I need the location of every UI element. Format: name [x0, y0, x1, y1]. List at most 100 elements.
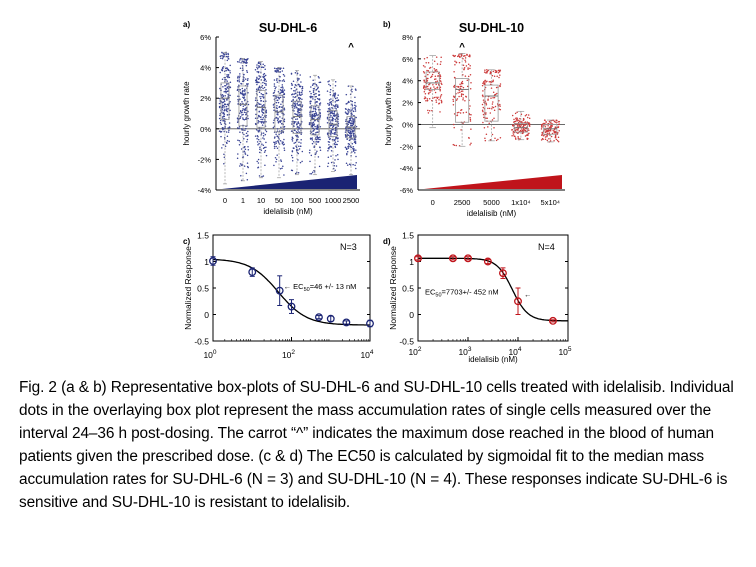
data-dot — [350, 129, 352, 131]
data-dot — [293, 107, 296, 109]
ec50-arrow: ← — [524, 290, 532, 299]
data-dot — [239, 88, 242, 91]
caret-marker: ^ — [348, 42, 354, 53]
data-dot — [263, 138, 265, 140]
data-dot — [556, 121, 558, 124]
data-dot — [526, 116, 529, 119]
data-dot — [301, 160, 303, 163]
data-dot — [353, 136, 355, 138]
data-dot — [262, 97, 265, 99]
data-dot — [222, 55, 224, 57]
data-dot — [483, 127, 486, 129]
data-dot — [309, 90, 311, 93]
ec50-prefix: EC — [293, 282, 304, 291]
data-dot — [422, 86, 425, 89]
data-dot — [355, 161, 357, 164]
data-dot — [499, 69, 502, 71]
x-tick-label: 2500 — [454, 198, 471, 207]
data-dot — [273, 145, 276, 147]
data-dot — [238, 79, 240, 81]
data-dot — [244, 98, 246, 101]
data-dot — [351, 103, 353, 105]
data-dot — [351, 131, 353, 133]
y-tick-label: 0.5 — [402, 284, 414, 294]
data-dot — [460, 95, 463, 98]
data-dot — [275, 101, 278, 104]
data-dot — [329, 145, 332, 148]
data-dot — [355, 116, 357, 119]
data-dot — [241, 60, 243, 62]
data-dot — [456, 114, 458, 117]
data-dot — [434, 69, 437, 71]
data-dot — [499, 105, 501, 107]
data-dot — [319, 116, 321, 118]
data-dot — [223, 100, 226, 102]
data-dot — [423, 72, 426, 74]
y-axis-label: Normalized Response — [388, 246, 398, 330]
data-dot — [347, 131, 350, 134]
data-dot — [333, 143, 336, 145]
data-dot — [541, 132, 544, 134]
data-dot — [512, 130, 515, 133]
data-dot — [486, 117, 488, 120]
data-dot — [312, 90, 315, 92]
data-dot — [299, 123, 301, 125]
data-dot — [308, 152, 311, 154]
data-dot — [328, 138, 331, 141]
data-dot — [431, 99, 433, 102]
data-dot — [279, 116, 281, 118]
data-dot — [315, 141, 317, 143]
data-dot — [255, 123, 257, 126]
data-dot — [221, 66, 224, 69]
x-tick-label: 0 — [223, 196, 227, 205]
data-dot — [558, 120, 561, 123]
data-dot — [273, 67, 276, 69]
data-dot — [314, 114, 317, 117]
data-dot — [310, 92, 312, 95]
data-dot — [513, 135, 516, 137]
data-dot — [546, 139, 549, 142]
data-point — [275, 286, 284, 295]
data-dot — [265, 109, 268, 111]
data-dot — [312, 110, 314, 113]
data-dot — [426, 99, 429, 102]
data-dot — [239, 91, 242, 94]
data-dot — [247, 117, 249, 120]
data-dot — [219, 121, 222, 124]
data-dot — [344, 131, 347, 133]
dose-wedge — [222, 175, 357, 189]
data-dot — [281, 89, 284, 91]
data-dot — [528, 129, 530, 132]
data-dot — [435, 83, 437, 86]
data-dot — [553, 130, 555, 133]
data-dot — [423, 58, 426, 60]
data-dot — [512, 132, 514, 134]
data-dot — [258, 65, 261, 68]
y-tick-label: 1 — [409, 257, 414, 267]
data-dot — [222, 105, 225, 107]
data-dot — [301, 150, 304, 153]
data-dot — [298, 127, 300, 129]
data-dot — [440, 101, 443, 104]
data-dot — [429, 83, 431, 85]
data-dot — [459, 83, 461, 86]
data-dot — [298, 91, 301, 94]
x-tick-label: 2500 — [343, 196, 360, 205]
data-dot — [499, 103, 501, 106]
data-dot — [243, 150, 246, 152]
data-dot — [243, 111, 246, 114]
data-dot — [226, 110, 228, 113]
data-dot — [221, 57, 224, 60]
data-dot — [276, 105, 278, 107]
data-dot — [528, 117, 531, 119]
data-dot — [550, 135, 553, 138]
data-dot — [352, 132, 355, 134]
data-dot — [221, 102, 224, 104]
data-dot — [221, 127, 224, 129]
data-dot — [466, 85, 469, 88]
data-dot — [452, 123, 455, 126]
data-dot — [242, 118, 244, 120]
data-dot — [290, 87, 293, 90]
data-dot — [301, 87, 303, 90]
data-dot — [291, 150, 294, 152]
